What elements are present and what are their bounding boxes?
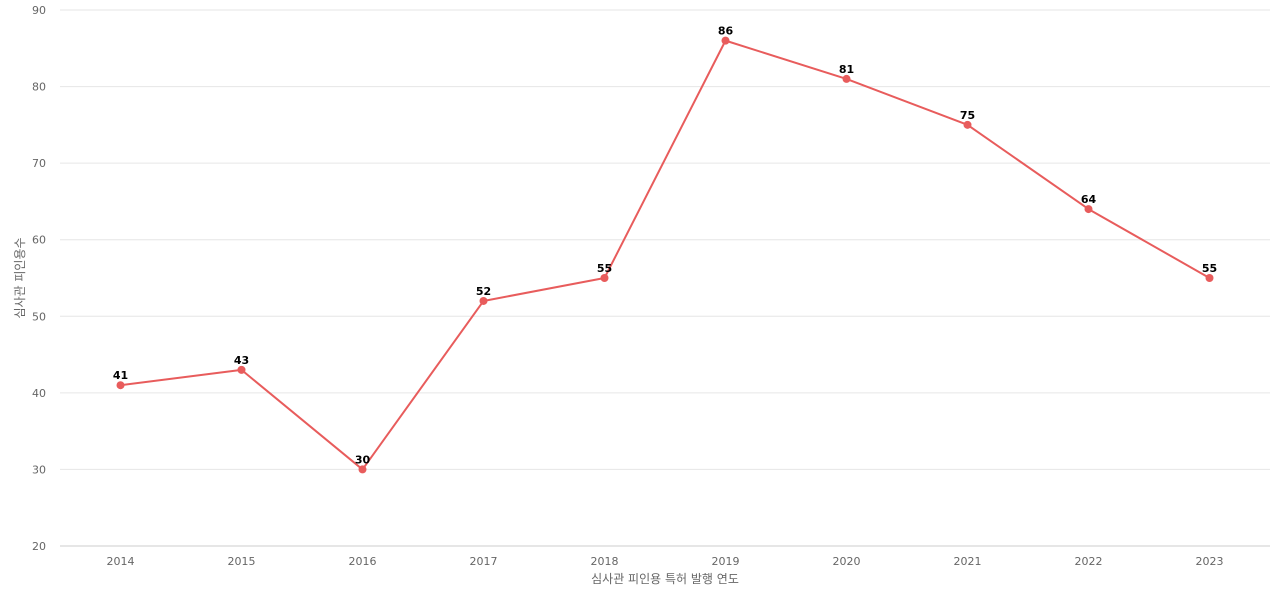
data-point[interactable] [600,274,609,282]
y-tick-label: 40 [32,387,46,400]
data-label: 64 [1081,193,1097,206]
y-tick-label: 70 [32,157,46,170]
data-point[interactable] [1205,274,1214,282]
x-tick-label: 2022 [1075,555,1103,568]
y-tick-label: 50 [32,310,46,323]
y-tick-label: 80 [32,81,46,94]
data-label: 30 [355,453,371,466]
x-tick-label: 2015 [228,555,256,568]
x-tick-label: 2023 [1196,555,1224,568]
x-tick-label: 2021 [954,555,982,568]
data-label: 75 [960,109,975,122]
y-tick-label: 60 [32,234,46,247]
series-line [120,39,1210,471]
y-tick-label: 90 [32,4,46,17]
x-tick-label: 2016 [349,555,377,568]
x-tick-label: 2019 [712,555,740,568]
data-point[interactable] [237,365,246,374]
x-tick-label: 2017 [470,555,498,568]
data-label: 52 [476,285,491,298]
grid-lines [60,9,1270,547]
x-tick-label: 2020 [833,555,861,568]
data-point[interactable] [842,74,851,83]
x-tick-label: 2018 [591,555,619,568]
data-point[interactable] [479,296,488,305]
y-axis-title: 심사관 피인용수 [13,237,27,318]
data-point[interactable] [116,381,125,390]
y-tick-label: 20 [32,540,46,553]
data-point[interactable] [721,36,730,45]
data-label: 41 [113,369,128,382]
data-label: 81 [839,63,854,76]
data-point[interactable] [358,465,367,474]
x-axis-title: 심사관 피인용 특허 발행 연도 [591,571,739,586]
data-point[interactable] [1084,205,1093,214]
x-tick-label: 2014 [107,555,135,568]
data-point[interactable] [963,120,972,129]
series-group [116,36,1214,474]
y-axis-ticks: 20 30 40 50 60 70 80 90 [32,4,46,553]
data-label: 55 [1202,262,1217,275]
data-label: 43 [234,354,249,367]
data-label: 55 [597,262,612,275]
y-tick-label: 30 [32,463,46,476]
data-label: 86 [718,25,734,38]
data-labels: 41 43 30 52 55 86 81 75 64 55 [113,25,1217,467]
x-axis-ticks: 2014 2015 2016 2017 2018 2019 2020 2021 2022 2023 [107,555,1224,568]
